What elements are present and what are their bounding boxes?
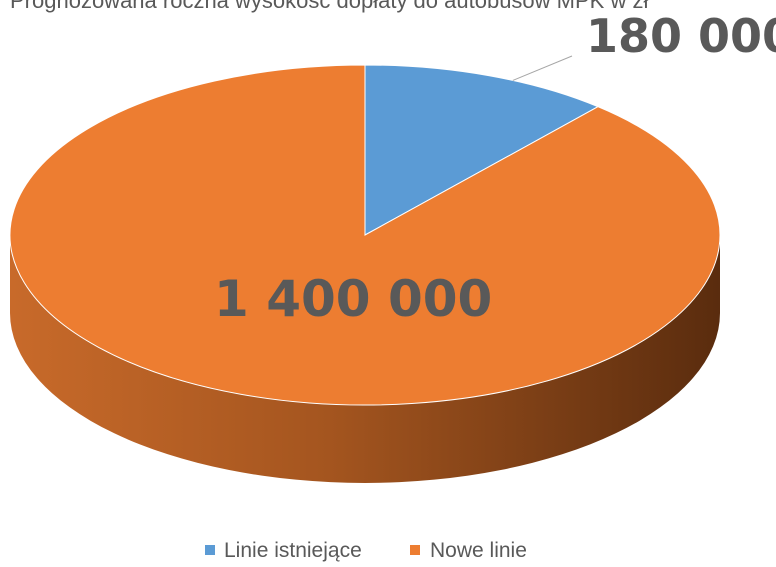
pie-slices (9, 64, 721, 406)
data-label-nowe-linie: 1 400 000 (214, 270, 492, 328)
legend: Linie istniejące Nowe linie (205, 539, 527, 562)
legend-swatch-nowe-linie (410, 545, 420, 555)
slice-nowe-linie (9, 64, 721, 406)
pie-side-wall (10, 235, 720, 483)
slice-linie-istniejace (364, 64, 600, 236)
leader-line (512, 55, 573, 81)
legend-label-linie-istniejace: Linie istniejące (224, 539, 362, 562)
legend-swatch-linie-istniejace (205, 545, 215, 555)
chart-title: Prognozowana roczna wysokość dopłaty do … (10, 0, 648, 13)
legend-label-nowe-linie: Nowe linie (430, 539, 527, 562)
data-label-linie-istniejace: 180 000 (586, 9, 776, 63)
